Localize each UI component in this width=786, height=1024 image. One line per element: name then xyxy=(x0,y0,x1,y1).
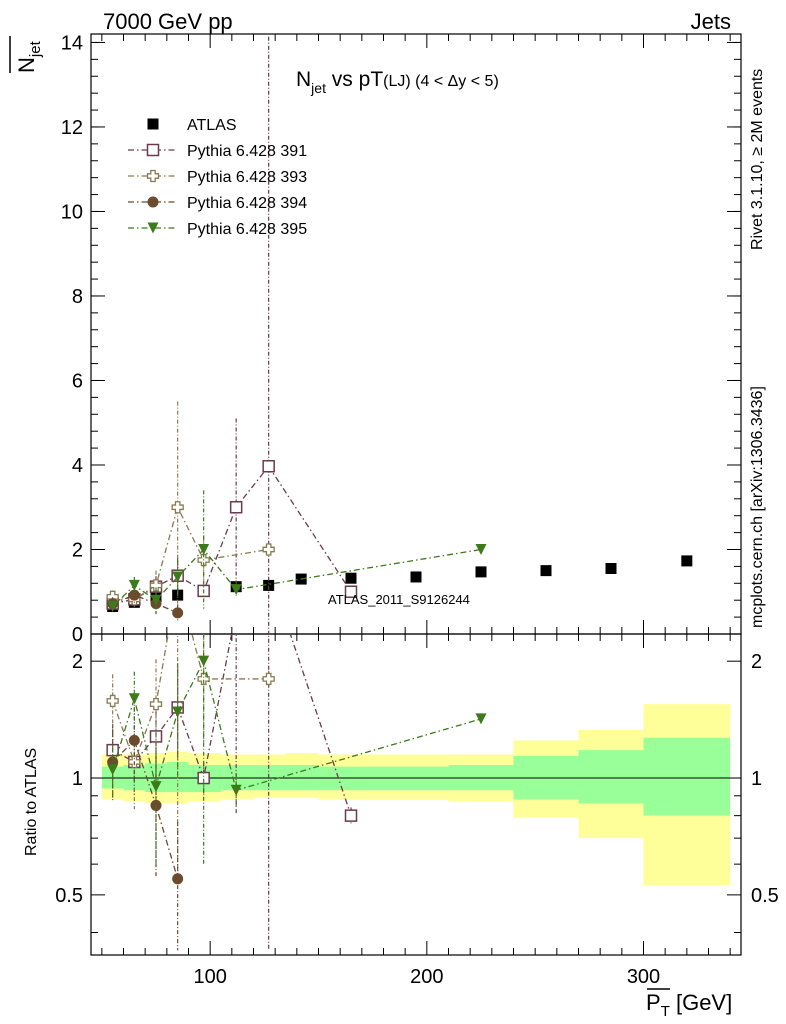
y-tick-label: 10 xyxy=(61,201,83,223)
band-inner xyxy=(578,750,644,804)
data-point xyxy=(128,589,140,601)
series-line xyxy=(112,465,352,605)
series-pythia-6-428-395 xyxy=(107,490,487,613)
ratio-pythia-6-428-394 xyxy=(107,707,184,951)
data-point xyxy=(128,579,140,591)
y-axis-label: Njet xyxy=(14,40,44,73)
data-point xyxy=(198,543,210,555)
legend-marker xyxy=(147,196,159,208)
ratio-point xyxy=(172,706,184,718)
ratio-point xyxy=(197,672,210,686)
ratio-point xyxy=(475,713,487,725)
process-label: Jets xyxy=(691,9,731,34)
data-point xyxy=(475,543,487,555)
y-tick-label: 6 xyxy=(72,370,83,392)
watermark: ATLAS_2011_S9126244 xyxy=(328,592,470,607)
ratio-point xyxy=(198,655,210,667)
ratio-point xyxy=(150,781,162,793)
data-point xyxy=(172,571,184,583)
series-line xyxy=(112,594,178,614)
data-point xyxy=(475,566,487,578)
ratio-uncertainty-bands xyxy=(91,704,741,886)
ratio-plot-frame xyxy=(90,633,742,956)
data-point xyxy=(171,501,184,514)
ratio-tick-label-right: 1 xyxy=(751,768,762,790)
ratio-tick-label: 1 xyxy=(72,768,83,790)
ratio-series xyxy=(106,605,487,951)
plot-title: Njet vs pT(LJ) (4 < Δy < 5) xyxy=(296,68,499,96)
side-mcplots-label: mcplots.cern.ch [arXiv:1306.3436] xyxy=(749,386,766,628)
legend-entry-label: Pythia 6.428 391 xyxy=(187,143,307,160)
data-point xyxy=(150,594,162,606)
legend-entry-label: Pythia 6.428 394 xyxy=(187,195,307,212)
legend-entry-label: Pythia 6.428 393 xyxy=(187,169,307,186)
legend-marker xyxy=(146,143,160,157)
x-axis-label: PT [GeV] xyxy=(646,990,732,1020)
legend-entry-label: ATLAS xyxy=(187,117,237,134)
ratio-tick-label: 0.5 xyxy=(55,885,83,907)
x-tick-label: 100 xyxy=(193,966,226,988)
ratio-tick-label-right: 2 xyxy=(751,651,762,673)
ratio-line xyxy=(112,739,179,879)
ratio-point xyxy=(128,693,140,705)
y-tick-label: 12 xyxy=(61,117,83,139)
data-point xyxy=(605,563,617,575)
x-tick-label: 300 xyxy=(627,966,660,988)
data-point xyxy=(345,572,357,584)
legend-marker xyxy=(146,169,160,183)
legend-entry-label: Pythia 6.428 395 xyxy=(187,221,307,238)
ratio-point xyxy=(172,873,184,885)
data-point xyxy=(172,607,184,619)
data-point xyxy=(681,555,693,567)
legend: ATLAS Pythia 6.428 391 Pythia 6.428 393 Pyt… xyxy=(128,117,307,238)
ratio-point xyxy=(107,764,119,776)
ratio-point xyxy=(230,784,242,796)
ratio-pythia-6-428-395 xyxy=(107,634,487,866)
ratio-point xyxy=(262,672,275,686)
data-point xyxy=(263,579,275,591)
energy-label: 7000 GeV pp xyxy=(103,9,233,34)
data-point xyxy=(230,584,242,596)
ratio-tick-label: 2 xyxy=(72,651,83,673)
data-point xyxy=(262,543,275,556)
ratio-line xyxy=(112,634,269,764)
data-series xyxy=(106,34,693,634)
ratio-point xyxy=(106,694,119,708)
y-tick-label: 14 xyxy=(61,32,83,54)
band-inner xyxy=(643,737,731,816)
ratio-tick-label-right: 0.5 xyxy=(751,885,779,907)
data-point xyxy=(410,571,422,583)
ratio-point xyxy=(128,734,140,746)
legend-marker xyxy=(147,118,159,130)
ratio-axis-label: Ratio to ATLAS xyxy=(23,748,40,856)
data-point xyxy=(107,601,119,613)
x-tick-label: 200 xyxy=(410,966,443,988)
data-point xyxy=(149,579,163,592)
data-point xyxy=(262,460,275,473)
side-rivet-label: Rivet 3.1.10, ≥ 2M events xyxy=(749,69,766,250)
ratio-point xyxy=(149,698,163,711)
y-tick-label: 4 xyxy=(72,455,83,477)
ratio-point xyxy=(344,809,358,822)
data-point xyxy=(229,500,243,514)
ratio-pythia-6-428-393 xyxy=(106,634,275,882)
data-point xyxy=(540,565,552,577)
y-tick-label: 0 xyxy=(72,624,83,646)
ratio-point xyxy=(231,605,242,616)
data-point xyxy=(344,585,358,598)
legend-marker xyxy=(147,222,159,234)
y-tick-label: 8 xyxy=(72,286,83,308)
y-tick-label: 2 xyxy=(72,539,83,561)
